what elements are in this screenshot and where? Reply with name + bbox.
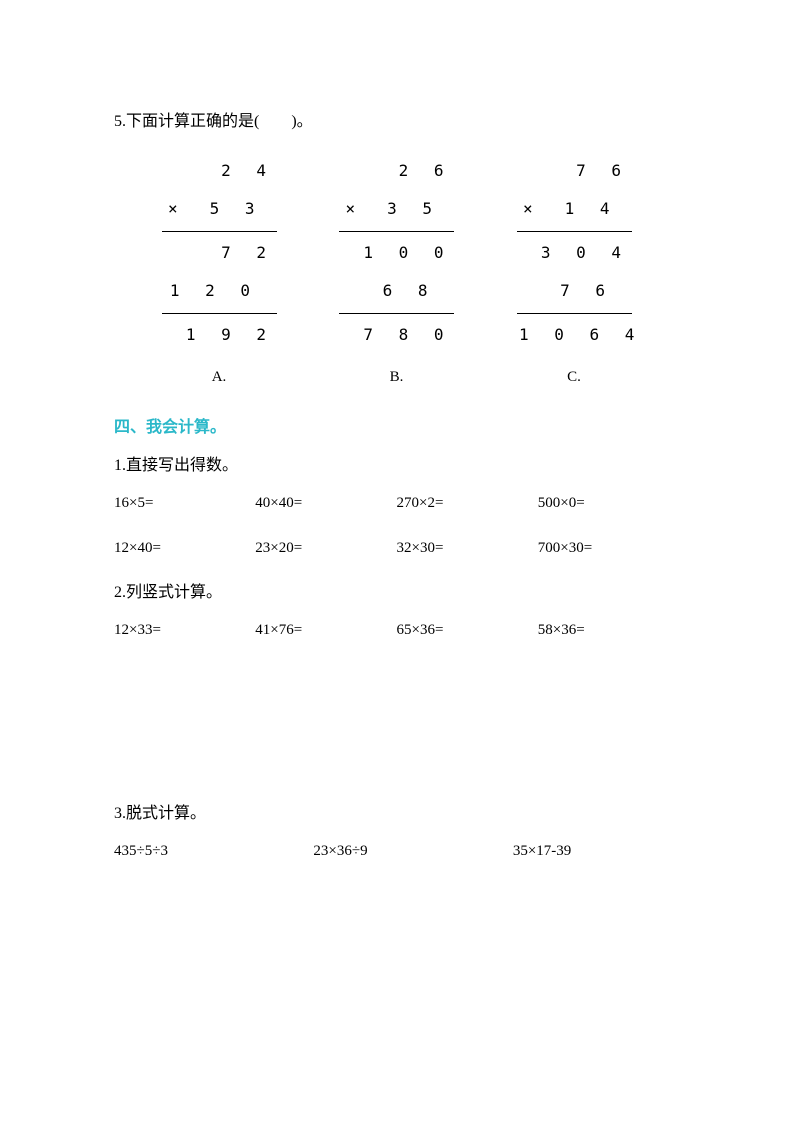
calc-b-line2 — [339, 313, 454, 314]
problem: 700×30= — [538, 537, 679, 560]
problem: 12×40= — [114, 537, 255, 560]
calc-b-row1: 2 6 — [342, 152, 452, 190]
problem: 23×20= — [255, 537, 396, 560]
vertical-calc-row: 12×33= 41×76= 65×36= 58×36= — [114, 619, 679, 642]
calc-b-line1 — [339, 231, 454, 232]
calc-option-c: 7 6 × 1 4 3 0 4 7 6 1 0 6 4 — [499, 152, 649, 354]
problem: 32×30= — [397, 537, 538, 560]
calc-a-row4: 1 2 0 — [164, 272, 274, 310]
problem: 58×36= — [538, 619, 679, 642]
calc-b-row2: × 3 5 — [342, 190, 452, 228]
calc-c-row2: × 1 4 — [519, 190, 629, 228]
calc-c-row1: 7 6 — [519, 152, 629, 190]
sub-heading-3: 3.脱式计算。 — [114, 802, 679, 826]
calc-c-row4: 7 6 — [519, 272, 629, 310]
calc-b-row4: 6 8 — [342, 272, 452, 310]
problem: 35×17-39 — [513, 840, 679, 863]
problem: 41×76= — [255, 619, 396, 642]
problem: 500×0= — [538, 492, 679, 515]
problem: 23×36÷9 — [313, 840, 512, 863]
calc-a-row2: × 5 3 — [164, 190, 274, 228]
calc-c-row5: 1 0 6 4 — [519, 316, 629, 354]
calc-a-line2 — [162, 313, 277, 314]
calc-option-b: 2 6 × 3 5 1 0 0 6 8 7 8 0 — [322, 152, 472, 354]
question-5-text: 5.下面计算正确的是( )。 — [114, 110, 679, 134]
calc-c-line1 — [517, 231, 632, 232]
problem: 12×33= — [114, 619, 255, 642]
problem: 65×36= — [397, 619, 538, 642]
calc-a-row5: 1 9 2 — [164, 316, 274, 354]
option-label-b: B. — [322, 366, 472, 389]
option-labels-row: A. B. C. — [114, 366, 679, 389]
problem: 40×40= — [255, 492, 396, 515]
calc-a-line1 — [162, 231, 277, 232]
option-label-c: C. — [499, 366, 649, 389]
mental-calc-row-2: 12×40= 23×20= 32×30= 700×30= — [114, 537, 679, 560]
problem: 270×2= — [397, 492, 538, 515]
calc-c-row3: 3 0 4 — [519, 234, 629, 272]
mental-calc-row-1: 16×5= 40×40= 270×2= 500×0= — [114, 492, 679, 515]
problem: 435÷5÷3 — [114, 840, 313, 863]
calc-option-a: 2 4 × 5 3 7 2 1 2 0 1 9 2 — [144, 152, 294, 354]
calculation-options: 2 4 × 5 3 7 2 1 2 0 1 9 2 2 6 × 3 5 1 0 … — [114, 152, 679, 354]
calc-c-line2 — [517, 313, 632, 314]
problem: 16×5= — [114, 492, 255, 515]
calc-a-row3: 7 2 — [164, 234, 274, 272]
sub-heading-2: 2.列竖式计算。 — [114, 581, 679, 605]
calc-b-row3: 1 0 0 — [342, 234, 452, 272]
sub-heading-1: 1.直接写出得数。 — [114, 454, 679, 478]
step-calc-row: 435÷5÷3 23×36÷9 35×17-39 — [114, 840, 679, 863]
calc-a-row1: 2 4 — [164, 152, 274, 190]
calc-b-row5: 7 8 0 — [342, 316, 452, 354]
option-label-a: A. — [144, 366, 294, 389]
section-4-heading: 四、我会计算。 — [114, 416, 679, 440]
